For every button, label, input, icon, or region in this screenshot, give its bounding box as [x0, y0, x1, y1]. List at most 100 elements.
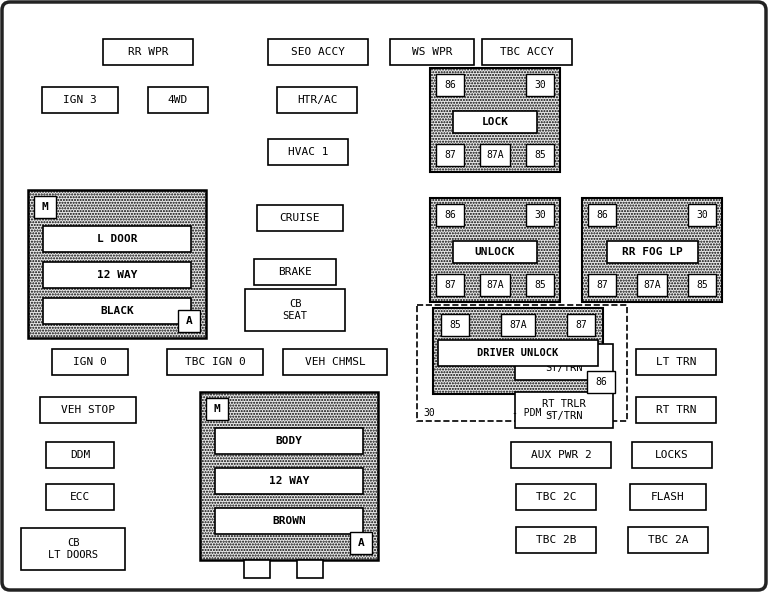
Text: 85: 85 [534, 150, 546, 160]
Text: TBC 2A: TBC 2A [647, 535, 688, 545]
Text: DRIVER UNLOCK: DRIVER UNLOCK [478, 348, 558, 358]
Bar [257, 205, 343, 231]
Text: 30: 30 [534, 210, 546, 220]
Text: FLASH: FLASH [651, 492, 685, 502]
Bar [441, 314, 469, 336]
Bar [148, 87, 208, 113]
Bar [436, 274, 464, 296]
Bar [587, 371, 615, 393]
Text: RR FOG LP: RR FOG LP [621, 247, 683, 257]
Bar [501, 314, 535, 336]
Text: HVAC 1: HVAC 1 [288, 147, 328, 157]
Bar [40, 397, 136, 423]
Bar [245, 289, 345, 331]
Bar [43, 226, 191, 252]
Text: 85: 85 [449, 320, 461, 330]
Text: 87: 87 [444, 280, 456, 290]
Text: 86: 86 [444, 80, 456, 90]
Text: 30: 30 [423, 408, 435, 418]
Bar [436, 144, 464, 166]
Text: AUX PWR 2: AUX PWR 2 [531, 450, 591, 460]
Bar [636, 349, 716, 375]
Bar [526, 204, 554, 226]
Bar [215, 508, 363, 534]
Bar [21, 528, 125, 570]
Text: CB
SEAT: CB SEAT [283, 299, 307, 321]
Text: TBC 2C: TBC 2C [536, 492, 576, 502]
Bar [277, 87, 357, 113]
Bar [630, 484, 706, 510]
Bar [206, 398, 228, 420]
Text: CRUISE: CRUISE [280, 213, 320, 223]
Bar [283, 349, 387, 375]
Bar [453, 111, 538, 133]
Text: 85: 85 [534, 280, 546, 290]
Bar [480, 274, 510, 296]
Text: DDM: DDM [70, 450, 90, 460]
Bar [511, 442, 611, 468]
Bar [46, 484, 114, 510]
Bar [526, 274, 554, 296]
Text: 4WD: 4WD [168, 95, 188, 105]
Bar [254, 259, 336, 285]
Bar [34, 196, 56, 218]
Text: A: A [358, 538, 364, 548]
Text: RT TRN: RT TRN [656, 405, 697, 415]
Text: BLACK: BLACK [100, 306, 134, 316]
Bar [103, 39, 193, 65]
Bar [244, 560, 270, 578]
Text: 87A: 87A [486, 280, 504, 290]
Bar [436, 204, 464, 226]
Bar [268, 139, 348, 165]
Text: 30: 30 [696, 210, 708, 220]
Bar [430, 198, 560, 302]
Text: M: M [41, 202, 48, 212]
Bar [417, 305, 627, 421]
Bar [637, 274, 667, 296]
Text: 12 WAY: 12 WAY [269, 476, 310, 486]
Bar [28, 190, 206, 338]
Text: LOCKS: LOCKS [655, 450, 689, 460]
Bar [607, 241, 697, 263]
Text: 30: 30 [534, 80, 546, 90]
Bar [628, 527, 708, 553]
Bar [178, 310, 200, 332]
Text: 87: 87 [596, 280, 608, 290]
Text: 87A: 87A [486, 150, 504, 160]
Bar [480, 144, 510, 166]
Text: 12 WAY: 12 WAY [97, 270, 137, 280]
Text: 87: 87 [575, 320, 587, 330]
Text: RT TRLR
ST/TRN: RT TRLR ST/TRN [542, 399, 586, 421]
Bar [526, 74, 554, 96]
Bar [516, 527, 596, 553]
Text: LT TRN: LT TRN [656, 357, 697, 367]
Text: TBC 2B: TBC 2B [536, 535, 576, 545]
Text: L DOOR: L DOOR [97, 234, 137, 244]
Text: VEH STOP: VEH STOP [61, 405, 115, 415]
Text: UNLOCK: UNLOCK [475, 247, 515, 257]
Text: BODY: BODY [276, 436, 303, 446]
Bar [436, 74, 464, 96]
Bar [588, 274, 616, 296]
Bar [215, 428, 363, 454]
Bar [433, 308, 603, 394]
Bar [167, 349, 263, 375]
Text: 86: 86 [596, 210, 608, 220]
Bar [636, 397, 716, 423]
Bar [297, 560, 323, 578]
Text: LT TRLR
ST/TRN: LT TRLR ST/TRN [542, 351, 586, 373]
Text: IGN 0: IGN 0 [73, 357, 107, 367]
Text: - PDM -: - PDM - [512, 408, 553, 418]
Bar [200, 392, 378, 560]
Text: WS WPR: WS WPR [412, 47, 452, 57]
Bar [52, 349, 128, 375]
Text: A: A [186, 316, 192, 326]
Bar [438, 340, 598, 366]
Text: BRAKE: BRAKE [278, 267, 312, 277]
Bar [515, 344, 613, 380]
Text: IGN 3: IGN 3 [63, 95, 97, 105]
Bar [515, 392, 613, 428]
Text: 86: 86 [595, 377, 607, 387]
Text: 87A: 87A [509, 320, 527, 330]
Text: VEH CHMSL: VEH CHMSL [305, 357, 366, 367]
